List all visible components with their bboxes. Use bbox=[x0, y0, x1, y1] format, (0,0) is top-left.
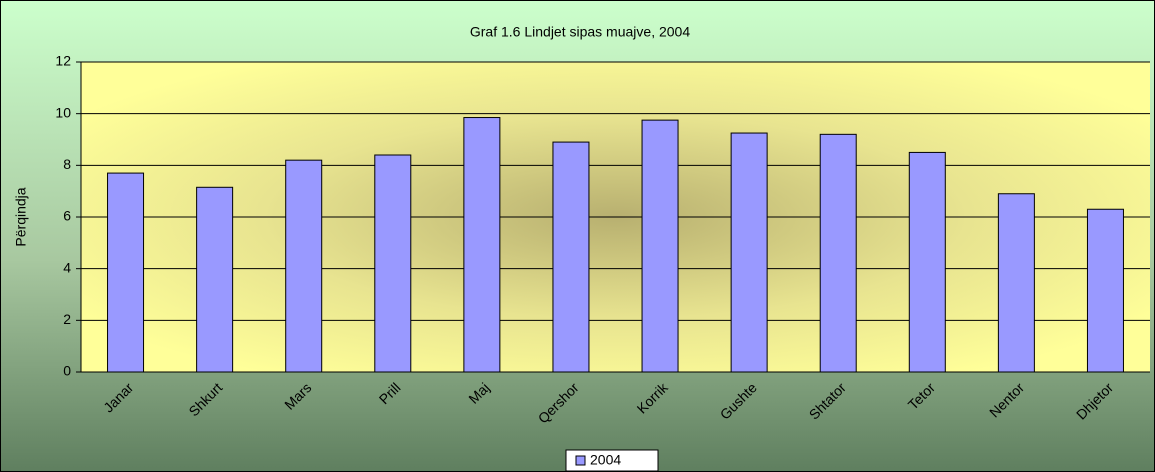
bar bbox=[196, 186, 234, 373]
y-tick-label: 8 bbox=[63, 156, 71, 172]
bar bbox=[641, 119, 679, 373]
y-tick-label: 6 bbox=[63, 208, 71, 224]
bar bbox=[107, 172, 145, 373]
bar bbox=[908, 151, 946, 373]
legend-swatch bbox=[575, 455, 586, 466]
bar bbox=[730, 132, 768, 373]
bar bbox=[463, 117, 501, 373]
bar bbox=[819, 133, 857, 373]
legend-label: 2004 bbox=[590, 452, 621, 468]
bar bbox=[997, 193, 1035, 373]
bar bbox=[552, 141, 590, 373]
y-tick-label: 0 bbox=[63, 363, 71, 379]
y-tick-label: 12 bbox=[55, 53, 71, 69]
chart-title: Graf 1.6 Lindjet sipas muajve, 2004 bbox=[470, 24, 690, 40]
y-tick-label: 2 bbox=[63, 311, 71, 327]
bar bbox=[1086, 208, 1124, 373]
y-tick-label: 10 bbox=[55, 104, 71, 120]
bar bbox=[285, 159, 323, 373]
y-tick-label: 4 bbox=[63, 259, 71, 275]
y-axis-label: Përqindja bbox=[13, 187, 29, 246]
bar bbox=[374, 154, 412, 373]
legend-box bbox=[565, 449, 659, 472]
